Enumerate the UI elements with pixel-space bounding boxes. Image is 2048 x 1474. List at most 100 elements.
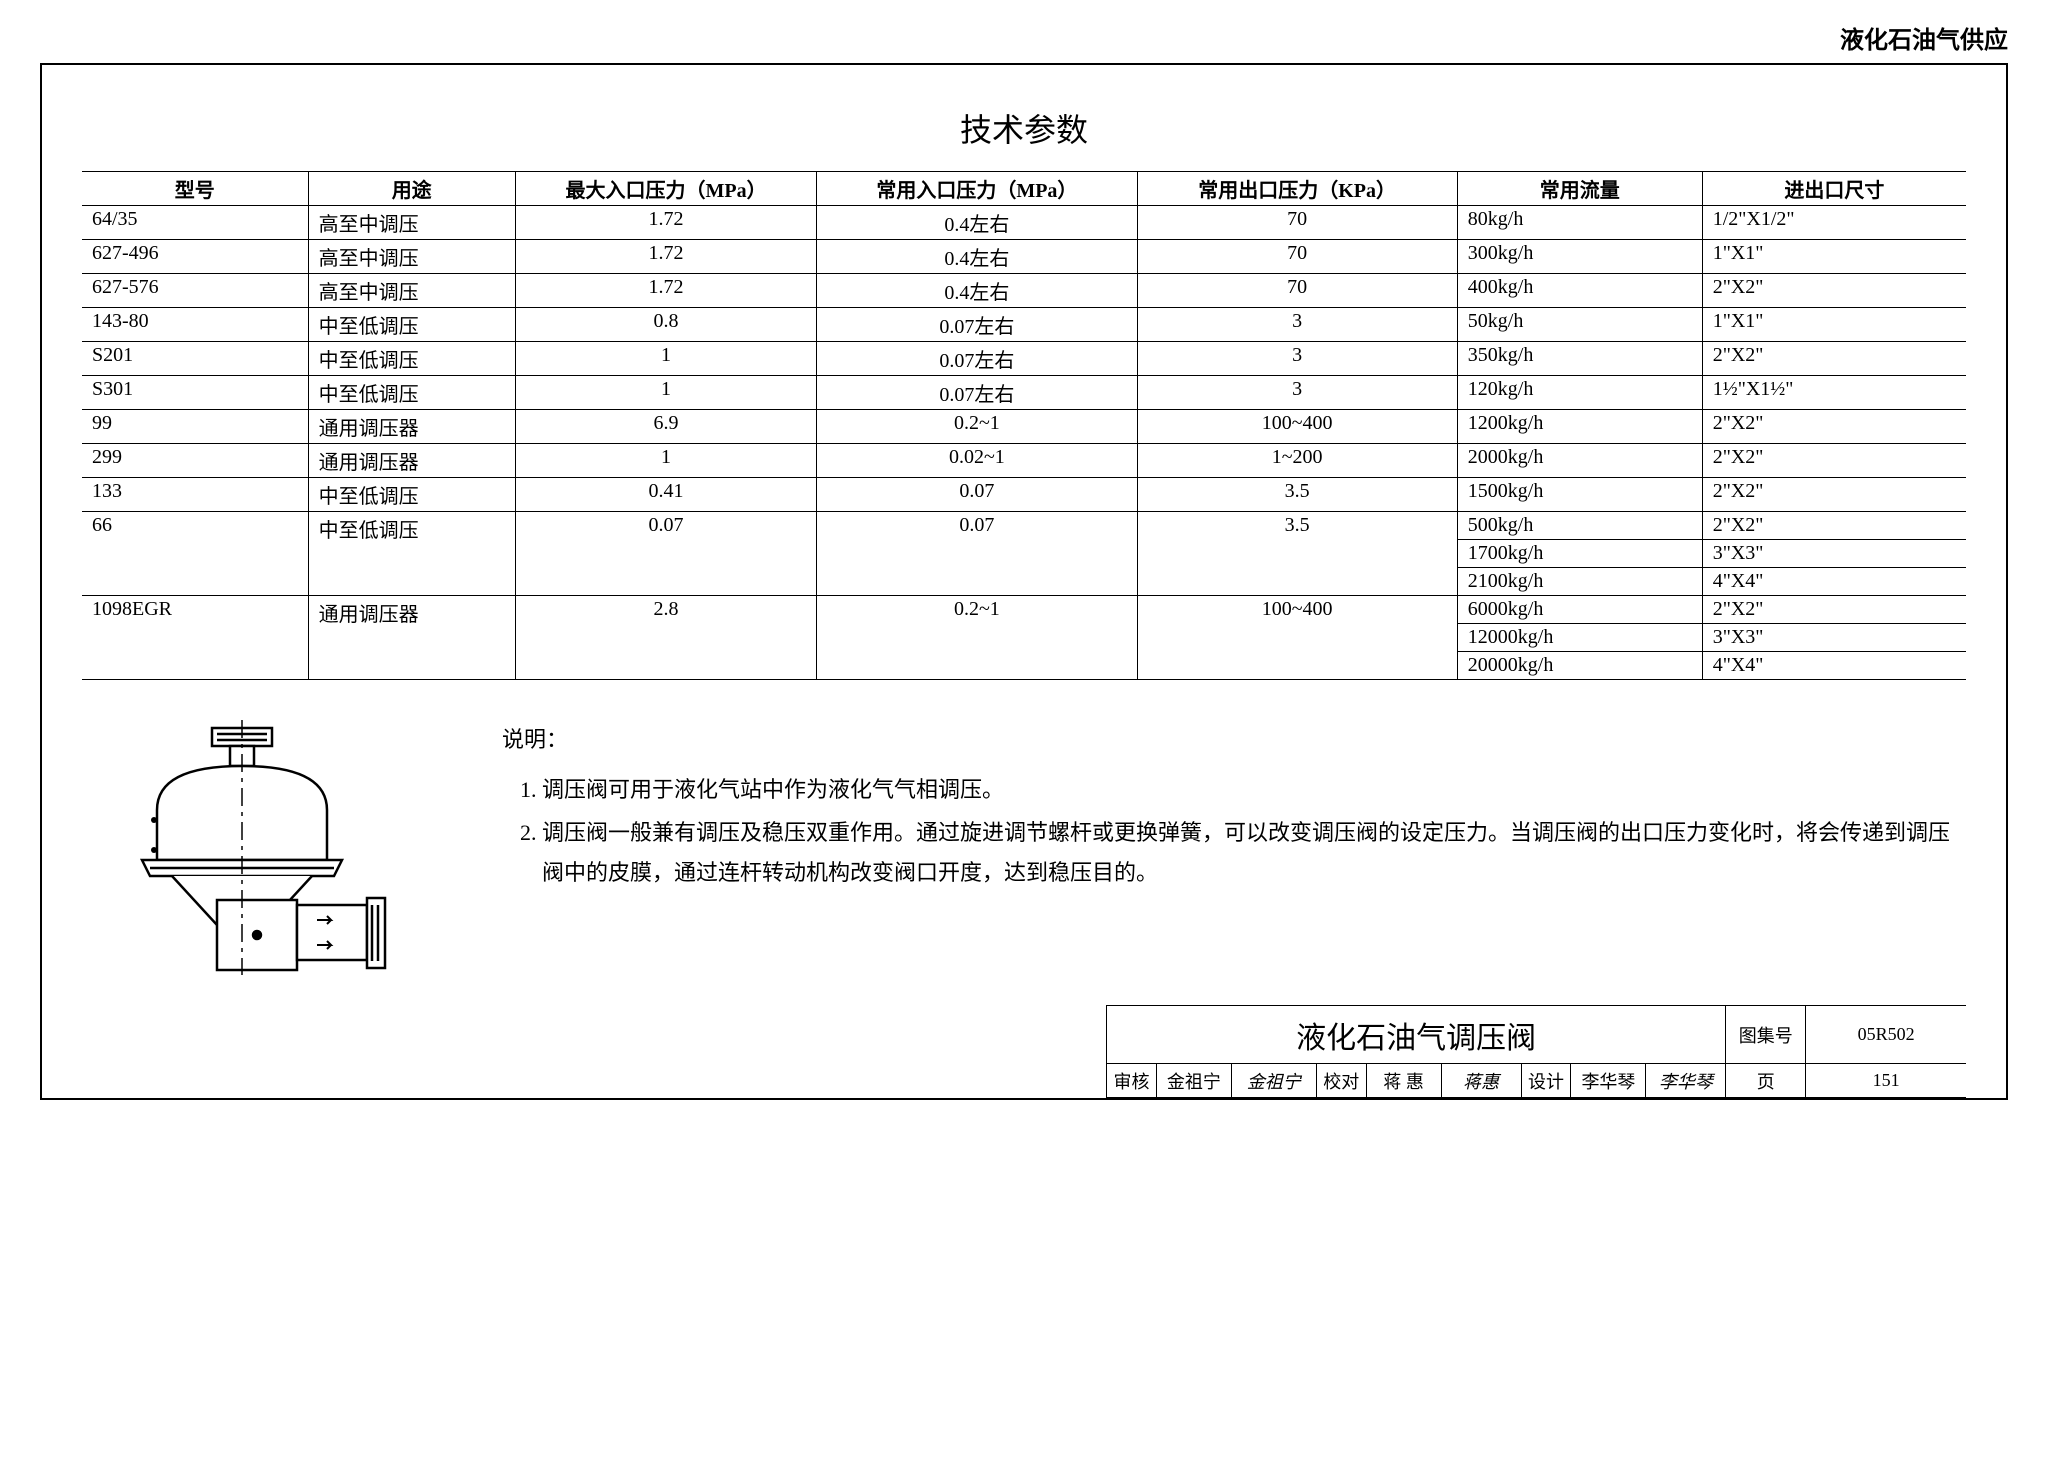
spec-cell: 0.07 [817,512,1137,596]
spec-cell: 6000kg/h [1457,596,1702,624]
spec-cell: 3 [1137,308,1457,342]
spec-cell: 1/2"X1/2" [1702,206,1966,240]
spec-cell: 通用调压器 [308,596,515,680]
spec-cell: 1.72 [515,206,816,240]
table-row: 627-576高至中调压1.720.4左右70400kg/h2"X2" [82,274,1966,308]
notes-heading: 说明： [502,720,1966,760]
notes-list: 调压阀可用于液化气站中作为液化气气相调压。 调压阀一般兼有调压及稳压双重作用。通… [542,770,1966,893]
spec-cell: S301 [82,376,308,410]
spec-cell: 2"X2" [1702,274,1966,308]
table-row: 133中至低调压0.410.073.51500kg/h2"X2" [82,478,1966,512]
spec-cell: 0.2~1 [817,596,1137,680]
spec-cell: 627-496 [82,240,308,274]
spec-cell: 20000kg/h [1457,652,1702,680]
design-sign: 李华琴 [1646,1064,1726,1098]
check-name: 蒋 惠 [1367,1064,1442,1098]
spec-cell: 2"X2" [1702,342,1966,376]
table-row: 299通用调压器10.02~11~2002000kg/h2"X2" [82,444,1966,478]
spec-cell: 中至低调压 [308,512,515,596]
spec-body: 64/35高至中调压1.720.4左右7080kg/h1/2"X1/2"627-… [82,206,1966,680]
spec-cell: 1.72 [515,274,816,308]
spec-cell: 50kg/h [1457,308,1702,342]
spec-cell: 350kg/h [1457,342,1702,376]
spec-table: 型号用途最大入口压力（MPa）常用入口压力（MPa）常用出口压力（KPa）常用流… [82,171,1966,680]
design-name: 李华琴 [1571,1064,1646,1098]
table-row: S201中至低调压10.07左右3350kg/h2"X2" [82,342,1966,376]
table-row: 627-496高至中调压1.720.4左右70300kg/h1"X1" [82,240,1966,274]
spec-cell: 0.41 [515,478,816,512]
spec-cell: 2"X2" [1702,410,1966,444]
spec-cell: 3"X3" [1702,540,1966,568]
spec-cell: 70 [1137,274,1457,308]
spec-cell: 120kg/h [1457,376,1702,410]
spec-cell: 2.8 [515,596,816,680]
spec-cell: 0.4左右 [817,206,1137,240]
spec-cell: 1200kg/h [1457,410,1702,444]
table-row: 64/35高至中调压1.720.4左右7080kg/h1/2"X1/2" [82,206,1966,240]
spec-cell: 66 [82,512,308,596]
spec-cell: 0.07左右 [817,308,1137,342]
spec-cell: 300kg/h [1457,240,1702,274]
spec-cell: 2"X2" [1702,444,1966,478]
spec-cell: 1.72 [515,240,816,274]
spec-cell: 1~200 [1137,444,1457,478]
atlas-label: 图集号 [1726,1006,1806,1064]
table-row: 66中至低调压0.070.073.5500kg/h2"X2" [82,512,1966,540]
spec-cell: 4"X4" [1702,568,1966,596]
spec-cell: 3"X3" [1702,624,1966,652]
spec-cell: 2100kg/h [1457,568,1702,596]
spec-cell: 0.8 [515,308,816,342]
spec-cell: 70 [1137,206,1457,240]
spec-cell: 627-576 [82,274,308,308]
title-block: 液化石油气调压阀 图集号 05R502 审核 金祖宁 金祖宁 校对 蒋 惠 蒋惠… [1106,1005,1966,1098]
spec-cell: 0.4左右 [817,240,1137,274]
spec-cell: 0.07左右 [817,376,1137,410]
page-no: 151 [1806,1064,1966,1098]
spec-cell: 0.07左右 [817,342,1137,376]
table-row: S301中至低调压10.07左右3120kg/h1½"X1½" [82,376,1966,410]
check-sign: 蒋惠 [1442,1064,1522,1098]
table-title: 技术参数 [82,105,1966,151]
spec-cell: 99 [82,410,308,444]
spec-cell: 0.4左右 [817,274,1137,308]
review-label: 审核 [1107,1064,1157,1098]
spec-cell: 中至低调压 [308,342,515,376]
spec-cell: 64/35 [82,206,308,240]
spec-cell: 1098EGR [82,596,308,680]
spec-cell: 3.5 [1137,478,1457,512]
page-category: 液化石油气供应 [40,20,2008,55]
spec-cell: 2000kg/h [1457,444,1702,478]
spec-cell: 高至中调压 [308,274,515,308]
spec-cell: 1500kg/h [1457,478,1702,512]
spec-header-row: 型号用途最大入口压力（MPa）常用入口压力（MPa）常用出口压力（KPa）常用流… [82,172,1966,206]
notes-block: 说明： 调压阀可用于液化气站中作为液化气气相调压。 调压阀一般兼有调压及稳压双重… [502,710,1966,995]
table-row: 99通用调压器6.90.2~1100~4001200kg/h2"X2" [82,410,1966,444]
spec-cell: 1 [515,444,816,478]
spec-cell: 500kg/h [1457,512,1702,540]
spec-cell: 3.5 [1137,512,1457,596]
spec-cell: 1 [515,342,816,376]
spec-cell: 100~400 [1137,410,1457,444]
drawing-frame: 技术参数 型号用途最大入口压力（MPa）常用入口压力（MPa）常用出口压力（KP… [40,63,2008,1100]
spec-cell: 0.07 [817,478,1137,512]
spec-cell: 1700kg/h [1457,540,1702,568]
spec-cell: 80kg/h [1457,206,1702,240]
spec-col-header: 常用出口压力（KPa） [1137,172,1457,206]
spec-col-header: 常用流量 [1457,172,1702,206]
spec-cell: 3 [1137,342,1457,376]
spec-col-header: 进出口尺寸 [1702,172,1966,206]
regulator-valve-icon [102,720,462,980]
note-item: 调压阀可用于液化气站中作为液化气气相调压。 [542,770,1966,810]
spec-cell: 高至中调压 [308,240,515,274]
spec-cell: 143-80 [82,308,308,342]
spec-cell: 1"X1" [1702,240,1966,274]
spec-cell: 1 [515,376,816,410]
spec-cell: 2"X2" [1702,596,1966,624]
spec-cell: 70 [1137,240,1457,274]
review-name: 金祖宁 [1157,1064,1232,1098]
spec-cell: 0.2~1 [817,410,1137,444]
spec-cell: 1½"X1½" [1702,376,1966,410]
spec-cell: 4"X4" [1702,652,1966,680]
spec-col-header: 常用入口压力（MPa） [817,172,1137,206]
note-item: 调压阀一般兼有调压及稳压双重作用。通过旋进调节螺杆或更换弹簧，可以改变调压阀的设… [542,813,1966,892]
